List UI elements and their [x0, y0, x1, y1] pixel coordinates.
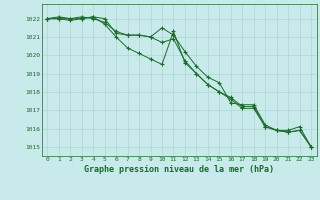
X-axis label: Graphe pression niveau de la mer (hPa): Graphe pression niveau de la mer (hPa) [84, 165, 274, 174]
